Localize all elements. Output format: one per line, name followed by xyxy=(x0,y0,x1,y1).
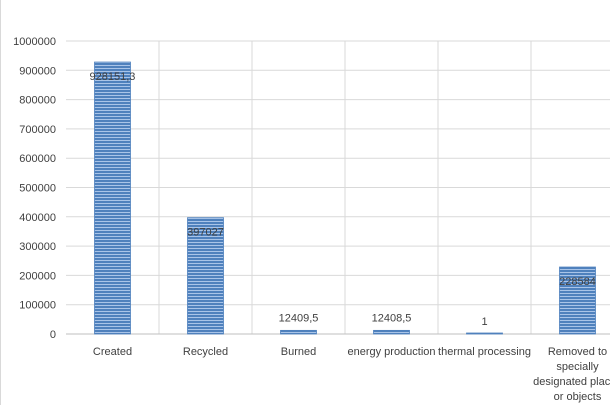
category-label-line: thermal processing xyxy=(438,346,531,358)
bar xyxy=(94,61,131,335)
y-tick-label: 200000 xyxy=(19,270,56,282)
category-label: thermal processing xyxy=(438,346,531,358)
y-tick-label: 1000000 xyxy=(13,36,56,48)
y-tick-label: 800000 xyxy=(19,95,56,107)
category-label: energy production xyxy=(347,346,435,358)
bar xyxy=(466,332,503,335)
data-label: 12408,5 xyxy=(372,312,412,324)
category-label: Burned xyxy=(281,346,316,358)
category-label: Created xyxy=(93,346,132,358)
category-label-line: designated places xyxy=(533,376,610,388)
data-label: 1 xyxy=(481,316,487,328)
bar xyxy=(187,217,224,335)
data-label: 228584 xyxy=(559,276,596,288)
category-label: Recycled xyxy=(183,346,228,358)
y-tick-label: 500000 xyxy=(19,183,56,195)
category-label-line: or objects xyxy=(554,391,602,403)
category-label: Removed to specially designated places or o… xyxy=(533,346,610,403)
category-label-line: Recycled xyxy=(183,346,228,358)
data-label: 928151,3 xyxy=(90,71,136,83)
y-tick-label: 600000 xyxy=(19,153,56,165)
category-label-line: Created xyxy=(93,346,132,358)
category-label-line: Burned xyxy=(281,346,316,358)
data-label: 397027 xyxy=(187,227,224,239)
y-tick-label: 100000 xyxy=(19,300,56,312)
y-tick-label: 0 xyxy=(50,329,56,341)
y-tick-label: 400000 xyxy=(19,212,56,224)
bar xyxy=(373,329,410,335)
category-label-line: specially xyxy=(556,361,599,373)
data-label: 12409,5 xyxy=(279,312,319,324)
y-tick-label: 700000 xyxy=(19,124,56,136)
category-label-line: energy production xyxy=(347,346,435,358)
bar xyxy=(559,266,596,335)
bar xyxy=(280,329,317,335)
category-label-line: Removed to xyxy=(548,346,607,358)
y-tick-label: 300000 xyxy=(19,241,56,253)
y-tick-label: 900000 xyxy=(19,65,56,77)
